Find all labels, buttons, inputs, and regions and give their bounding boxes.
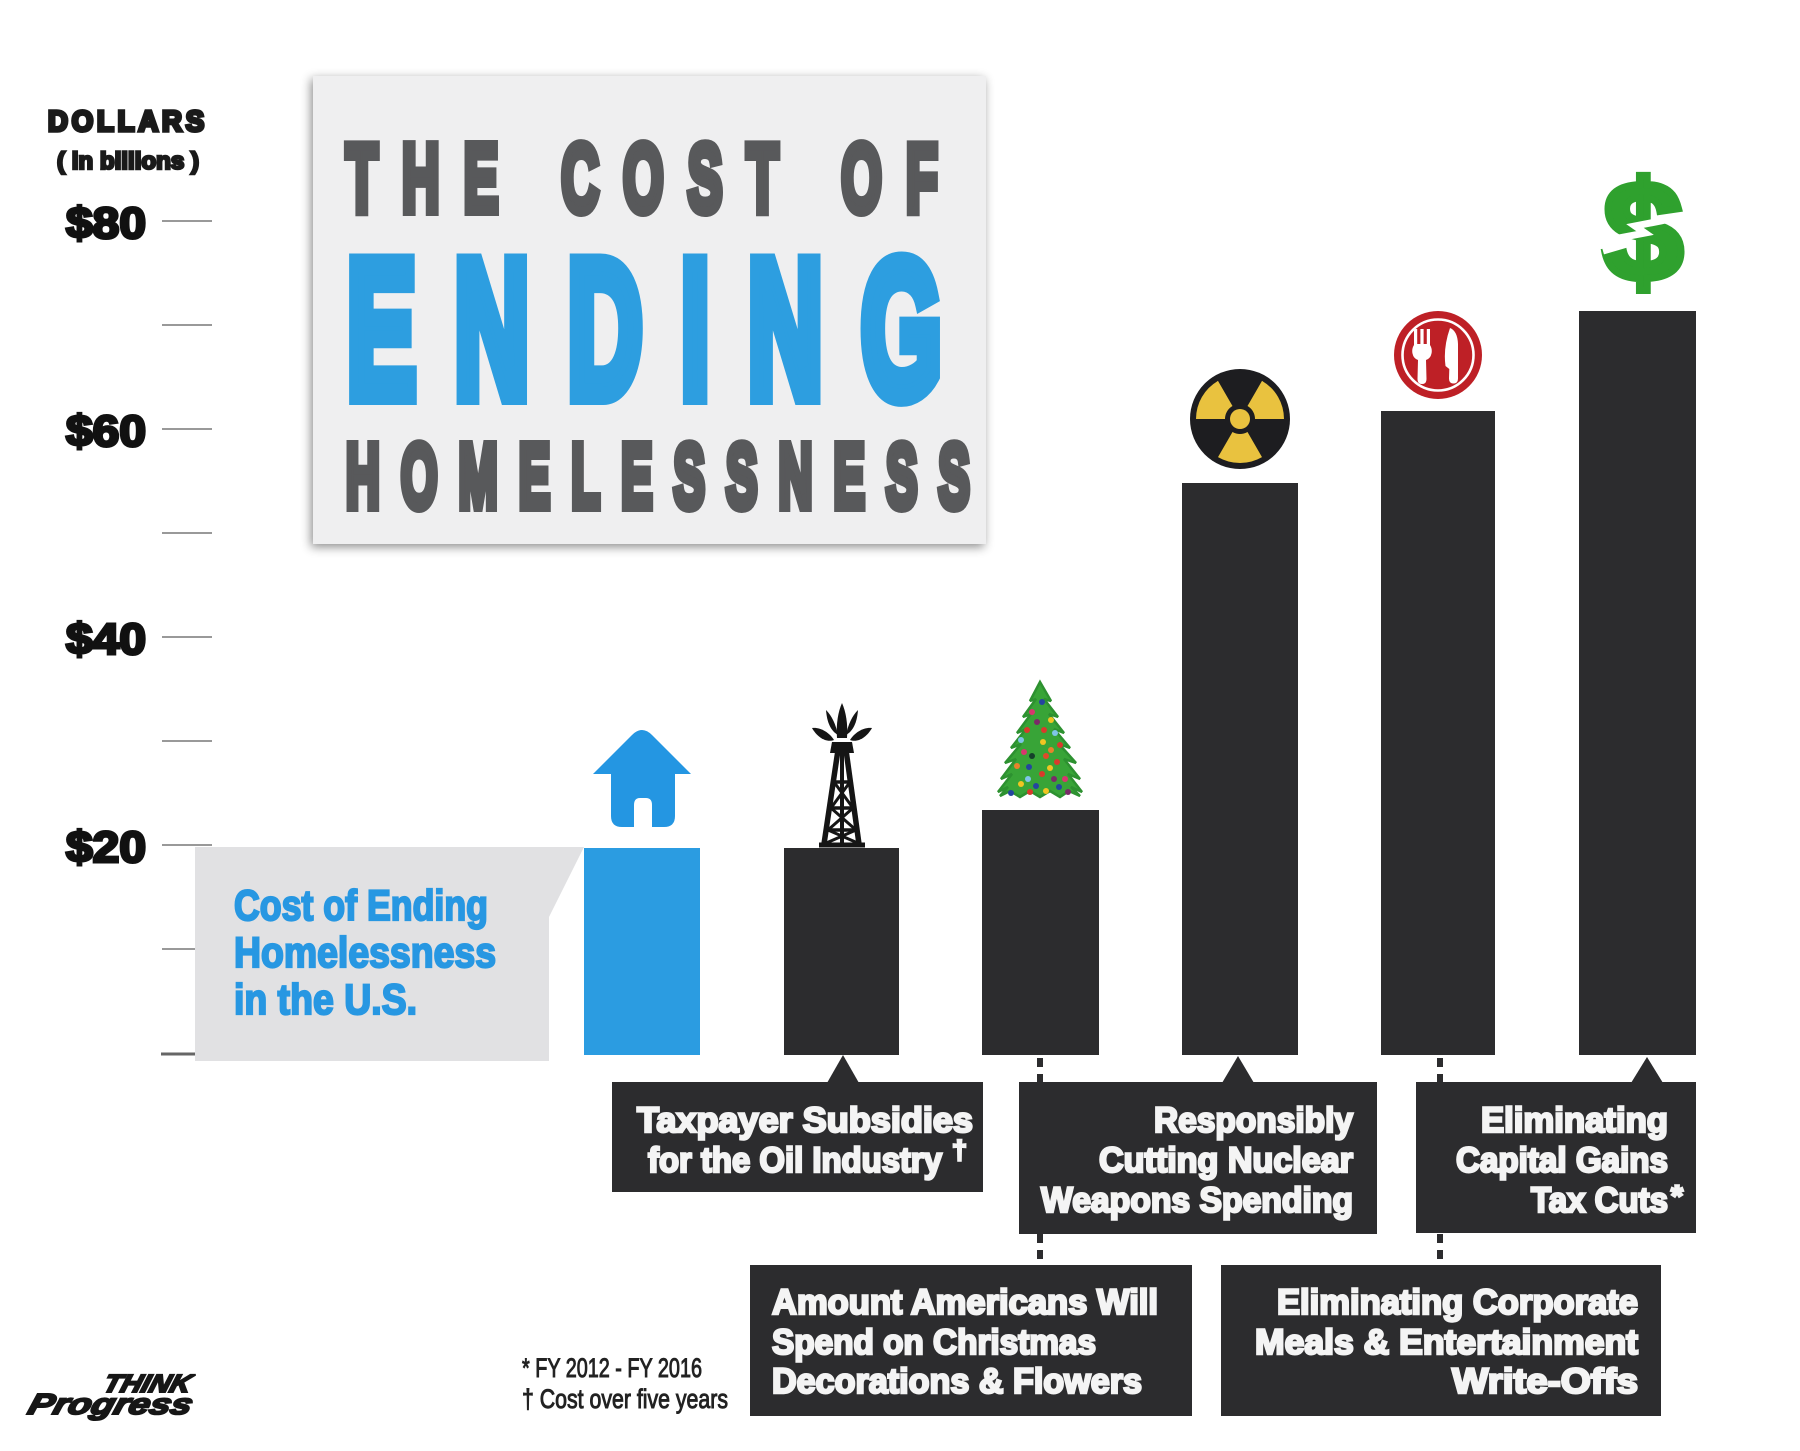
svg-text:THINK: THINK	[100, 1370, 197, 1397]
svg-text:Progress: Progress	[25, 1389, 197, 1421]
svg-text:*: *	[1671, 1180, 1683, 1213]
svg-text:HOMELESSNESS: HOMELESSNESS	[346, 427, 991, 527]
svg-text:Amount Americans Will: Amount Americans Will	[772, 1283, 1158, 1322]
svg-text:$40: $40	[66, 615, 146, 664]
svg-text:$80: $80	[66, 199, 146, 248]
svg-text:THE COST OF: THE COST OF	[346, 125, 962, 232]
svg-text:Meals & Entertainment: Meals & Entertainment	[1255, 1323, 1638, 1362]
svg-text:Tax Cuts: Tax Cuts	[1531, 1181, 1668, 1220]
svg-text:( in billions ): ( in billions )	[57, 148, 199, 175]
svg-text:* FY 2012 - FY 2016: * FY 2012 - FY 2016	[522, 1353, 702, 1383]
svg-text:Decorations & Flowers: Decorations & Flowers	[772, 1362, 1142, 1401]
svg-text:for the Oil Industry: for the Oil Industry	[648, 1141, 942, 1180]
svg-text:Weapons Spending: Weapons Spending	[1041, 1181, 1353, 1220]
svg-text:Cutting Nuclear: Cutting Nuclear	[1099, 1141, 1353, 1180]
svg-text:† Cost over five years: † Cost over five years	[522, 1384, 728, 1414]
svg-text:$60: $60	[66, 407, 146, 456]
svg-text:Eliminating: Eliminating	[1481, 1101, 1668, 1140]
svg-text:DOLLARS: DOLLARS	[48, 106, 208, 138]
svg-text:Cost of Ending: Cost of Ending	[234, 882, 488, 930]
svg-text:Responsibly: Responsibly	[1154, 1101, 1354, 1140]
svg-text:in the U.S.: in the U.S.	[234, 976, 417, 1024]
svg-text:Taxpayer Subsidies: Taxpayer Subsidies	[637, 1101, 973, 1140]
svg-text:Homelessness: Homelessness	[234, 929, 496, 977]
svg-text:†: †	[952, 1135, 967, 1165]
svg-text:Eliminating Corporate: Eliminating Corporate	[1277, 1283, 1638, 1322]
svg-text:ENDING: ENDING	[347, 221, 980, 438]
svg-text:Write-Offs: Write-Offs	[1452, 1362, 1638, 1401]
svg-text:Spend on Christmas: Spend on Christmas	[772, 1323, 1096, 1362]
svg-text:Capital Gains: Capital Gains	[1456, 1141, 1668, 1180]
svg-text:$20: $20	[66, 823, 146, 872]
